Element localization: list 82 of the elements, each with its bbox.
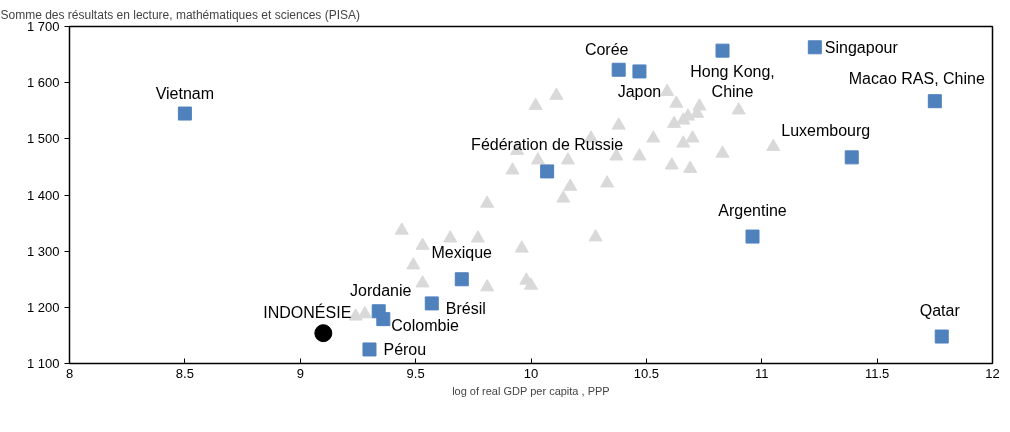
y-tick-label: 1 100 (26, 356, 60, 371)
x-tick-label: 8 (65, 365, 74, 381)
point (415, 237, 430, 250)
point (632, 64, 647, 79)
annotation: Vietnam (155, 84, 215, 102)
annotation: Luxembourg (781, 122, 871, 140)
x-tick-label: 11.5 (864, 365, 890, 381)
point (563, 178, 578, 191)
point (454, 272, 469, 287)
x-tick-label: 11 (755, 365, 769, 381)
point (745, 229, 760, 244)
point (415, 275, 430, 288)
point (731, 102, 746, 115)
y-tick-label: 1 400 (26, 187, 60, 203)
point (715, 145, 730, 158)
annotation: INDONÉSIE (263, 303, 352, 322)
annotation: Japon (617, 83, 662, 101)
y-tick-label: 1 500 (26, 131, 60, 147)
point (480, 195, 495, 208)
annotation: Macao RAS, Chine (848, 70, 985, 88)
point (844, 150, 859, 165)
point (934, 329, 949, 344)
annotation: Fédération de Russie (471, 136, 624, 154)
point (470, 230, 485, 243)
point (443, 230, 458, 243)
point (632, 148, 647, 161)
point (177, 106, 192, 121)
point (669, 95, 684, 108)
point (667, 115, 682, 128)
annotation: Mexique (431, 244, 493, 262)
point (549, 87, 564, 100)
point (676, 135, 691, 148)
x-tick-label: 10.5 (633, 365, 660, 381)
annotation: Singapour (824, 38, 899, 56)
point (766, 138, 781, 151)
point (540, 164, 555, 179)
x-tick-label: 10 (523, 365, 539, 381)
point (424, 296, 439, 311)
x-tick-label: 12 (985, 365, 1000, 381)
point (530, 152, 545, 165)
point (406, 257, 421, 270)
y-tick-label: 1 300 (26, 243, 60, 259)
point (927, 94, 942, 109)
point (600, 175, 615, 188)
x-tick-label: 8.5 (175, 365, 194, 381)
annotation: Brésil (445, 299, 486, 317)
point (715, 43, 730, 58)
y-tick-label: 1 600 (26, 75, 60, 91)
annotation: Hong Kong, Chine (690, 62, 775, 101)
point (314, 324, 333, 343)
y-tick-label: 1 700 (26, 19, 60, 34)
y-axis-title: Somme des résultats en lecture, mathématiques et sciences (PISA) (0, 7, 360, 22)
point (611, 117, 626, 130)
point (505, 162, 520, 175)
point (683, 160, 698, 173)
point (480, 279, 495, 292)
point (524, 277, 538, 290)
annotation: Jordanie (350, 282, 412, 300)
point (528, 97, 543, 110)
y-tick-label: 1 200 (26, 299, 60, 315)
x-tick-label: 9.5 (406, 365, 425, 381)
point (611, 62, 626, 77)
annotation: Pérou (383, 340, 427, 358)
point (560, 152, 575, 165)
x-axis-title: log of real GDP per capita , PPP (452, 384, 610, 397)
point (676, 112, 691, 125)
point (362, 342, 377, 357)
annotation: Qatar (919, 301, 961, 319)
point (660, 83, 675, 96)
point (685, 130, 700, 143)
x-tick-label: 9 (296, 365, 304, 381)
annotation: Colombie (391, 316, 460, 334)
point (394, 222, 409, 235)
point (556, 190, 571, 203)
point (807, 40, 822, 55)
point (588, 229, 603, 242)
annotation: Argentine (718, 201, 787, 219)
point (646, 130, 661, 143)
annotation: Corée (584, 40, 629, 58)
point (376, 312, 391, 327)
point (664, 157, 679, 170)
point (514, 240, 529, 253)
